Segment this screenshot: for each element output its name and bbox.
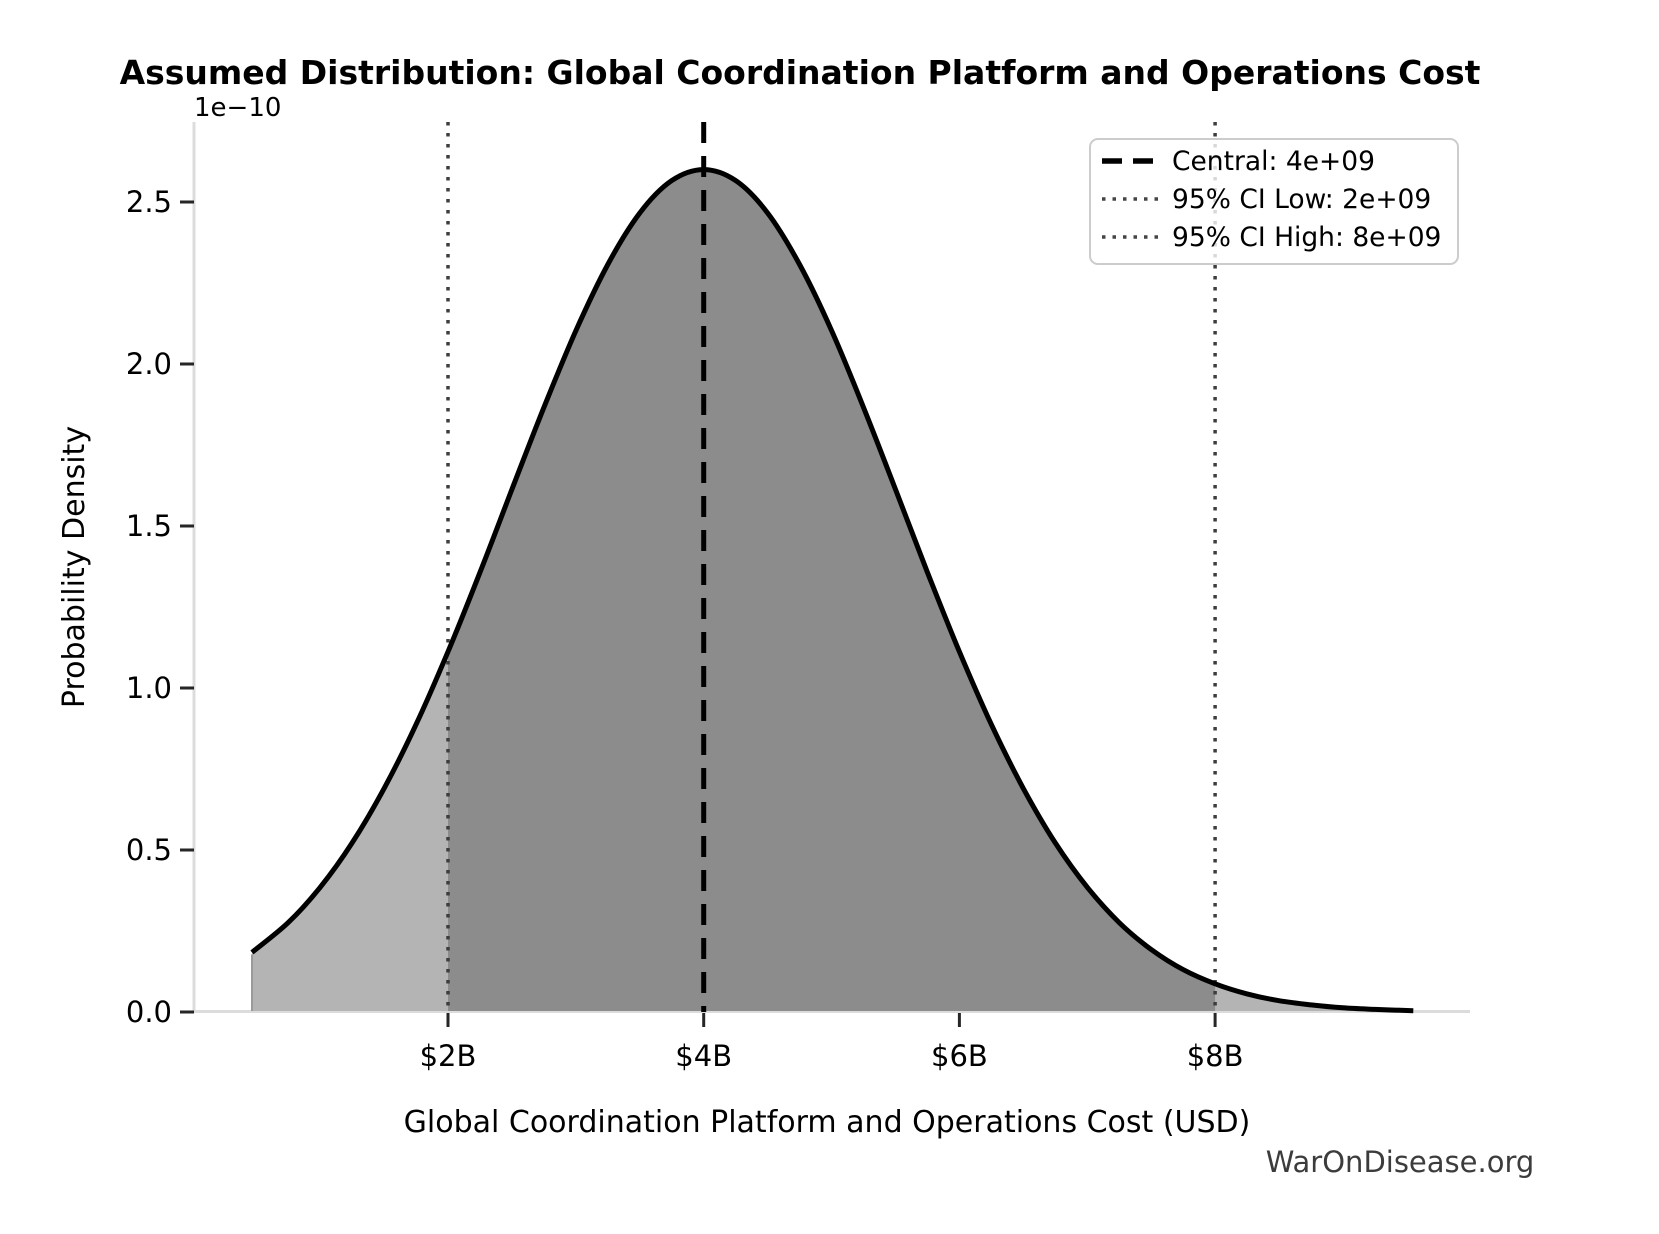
y-tick-label: 0.5 [126, 833, 172, 867]
x-tick-label: $2B [420, 1039, 477, 1073]
x-axis-ticks: $2B $4B $6B $8B [420, 1013, 1244, 1073]
x-tick-label: $8B [1187, 1039, 1244, 1073]
legend-box [1089, 138, 1459, 265]
y-tick-label: 2.5 [126, 185, 172, 219]
y-axis-ticks: 0.0 0.5 1.0 1.5 2.0 2.5 [126, 185, 194, 1029]
y-tick-label: 2.0 [126, 347, 172, 381]
density-curve [250, 167, 1414, 1014]
y-axis-offset-label: 1e−10 [194, 93, 281, 123]
chart-title: Assumed Distribution: Global Coordinatio… [120, 53, 1481, 92]
x-tick-label: $6B [931, 1039, 988, 1073]
legend: Central: 4e+09 95% CI Low: 2e+09 95% CI … [1089, 138, 1459, 265]
x-tick-label: $4B [675, 1039, 732, 1073]
y-tick-label: 1.0 [126, 671, 172, 705]
legend-label-ci-high: 95% CI High: 8e+09 [1172, 222, 1441, 253]
legend-label-ci-low: 95% CI Low: 2e+09 [1172, 184, 1431, 215]
x-axis-label: Global Coordination Platform and Operati… [404, 1105, 1251, 1140]
y-axis-label: Probability Density [57, 426, 92, 708]
y-tick-label: 0.0 [126, 995, 172, 1029]
y-tick-label: 1.5 [126, 509, 172, 543]
distribution-fill-ci [448, 169, 1216, 1011]
legend-label-central: Central: 4e+09 [1172, 146, 1375, 177]
watermark: WarOnDisease.org [1266, 1145, 1535, 1179]
